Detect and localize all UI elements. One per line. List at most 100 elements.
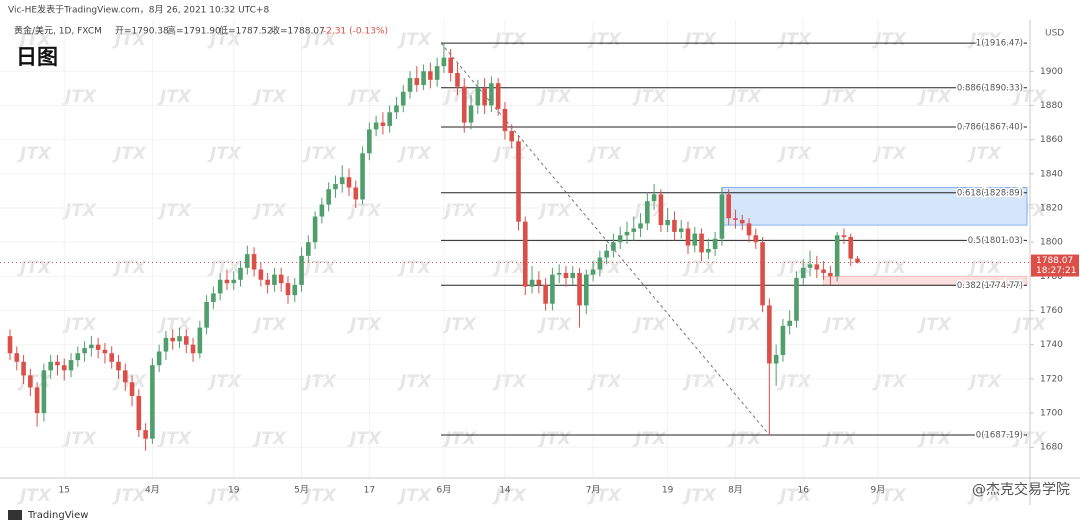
- candle-body: [441, 57, 447, 67]
- candle-body: [306, 242, 311, 256]
- watermark: JTX: [727, 87, 762, 107]
- candle-body: [794, 278, 799, 321]
- candle-body: [658, 194, 664, 226]
- candle-body: [95, 344, 101, 350]
- x-tick-label: 4月: [145, 485, 160, 496]
- watermark: JTX: [112, 486, 147, 506]
- x-tick-label: 17: [364, 486, 375, 496]
- watermark: JTX: [252, 201, 287, 221]
- watermark: JTX: [537, 87, 572, 107]
- watermark: JTX: [632, 315, 667, 335]
- candle-body: [611, 242, 616, 251]
- watermark: JTX: [917, 315, 952, 335]
- candle-body: [719, 194, 725, 239]
- fib-label: 0.886(1890.33): [957, 83, 1023, 93]
- candle-body: [211, 293, 216, 302]
- candle-body: [339, 177, 345, 185]
- watermark: JTX: [917, 429, 952, 449]
- watermark: JTX: [492, 30, 527, 50]
- y-tick-label: 1720: [1040, 374, 1063, 384]
- x-tick-label: 7月: [586, 485, 601, 496]
- symbol: 黄金/美元, 1D, FXCM: [14, 25, 102, 37]
- candle-body: [760, 242, 765, 306]
- watermark: JTX: [442, 201, 477, 221]
- candle-body: [116, 361, 121, 371]
- watermark: JTX: [967, 372, 1002, 392]
- candle-body: [238, 267, 243, 280]
- candle-body: [360, 153, 365, 200]
- y-tick-label: 1880: [1040, 101, 1063, 111]
- candle-body: [163, 337, 169, 352]
- y-tick-label: 1760: [1040, 306, 1063, 316]
- candle-body: [61, 365, 67, 371]
- candle-body: [14, 353, 20, 362]
- candle-body: [509, 131, 515, 142]
- candle-body: [258, 269, 264, 280]
- watermark: JTX: [157, 315, 192, 335]
- candle-body: [773, 354, 779, 364]
- chart-title: 日图: [16, 45, 58, 69]
- fib-label: 0.618(1828.89): [957, 188, 1023, 198]
- y-tick-label: 1700: [1040, 409, 1063, 419]
- watermark: JTX: [967, 486, 1002, 506]
- candle-body: [150, 365, 155, 439]
- candle-body: [407, 78, 413, 92]
- candle-body: [543, 284, 548, 304]
- candle-body: [780, 325, 786, 355]
- candle-body: [563, 272, 569, 279]
- watermark: JTX: [17, 258, 52, 278]
- candle-body: [645, 201, 650, 224]
- watermark: JTX: [537, 315, 572, 335]
- candle-body: [590, 269, 596, 275]
- x-tick-label: 19: [228, 486, 240, 496]
- candle-body: [421, 71, 426, 85]
- candle-body: [197, 327, 203, 354]
- candle-body: [617, 235, 623, 243]
- candle-body: [217, 279, 223, 294]
- watermark: JTX: [727, 315, 762, 335]
- candle-body: [584, 274, 589, 306]
- footer: [0, 505, 1080, 525]
- watermark: JTX: [492, 144, 527, 164]
- candle-body: [353, 187, 359, 200]
- watermark: JTX: [872, 258, 907, 278]
- candle-body: [665, 219, 670, 226]
- candle-body: [177, 336, 182, 342]
- fib-label: 1(1916.47): [976, 39, 1023, 49]
- candle-body: [807, 264, 813, 268]
- candle-body: [516, 141, 521, 222]
- watermark: JTX: [252, 429, 287, 449]
- watermark: JTX: [682, 30, 717, 50]
- ohlc-close: 收=1788.07: [271, 25, 325, 37]
- y-tick-label: 1860: [1040, 135, 1063, 145]
- y-tick-label: 1840: [1040, 169, 1063, 179]
- candle-body: [739, 219, 745, 224]
- watermark: JTX: [587, 144, 622, 164]
- candle-body: [312, 216, 318, 243]
- watermark: JTX: [17, 144, 52, 164]
- candle-body: [834, 235, 840, 277]
- candle-body: [102, 349, 108, 354]
- watermark: JTX: [157, 87, 192, 107]
- watermark: JTX: [207, 144, 242, 164]
- watermark: JTX: [1012, 315, 1047, 335]
- candle-body: [455, 72, 460, 87]
- candle-body: [699, 233, 704, 253]
- candle-body: [706, 249, 711, 253]
- watermark: JTX: [727, 429, 762, 449]
- watermark: JTX: [682, 258, 717, 278]
- candle-body: [129, 382, 135, 396]
- candle-body: [821, 269, 826, 273]
- candle-body: [712, 238, 718, 249]
- candle-body: [21, 361, 26, 376]
- candle-body: [672, 219, 677, 232]
- candle-body: [326, 189, 331, 205]
- candle-body: [156, 351, 162, 366]
- candle-body: [278, 274, 284, 284]
- watermark: JTX: [442, 429, 477, 449]
- candle-body: [787, 320, 792, 326]
- last-price-timer: 18:27:21: [1036, 266, 1076, 276]
- watermark: JTX: [302, 486, 337, 506]
- watermark: JTX: [302, 144, 337, 164]
- watermark: JTX: [682, 486, 717, 506]
